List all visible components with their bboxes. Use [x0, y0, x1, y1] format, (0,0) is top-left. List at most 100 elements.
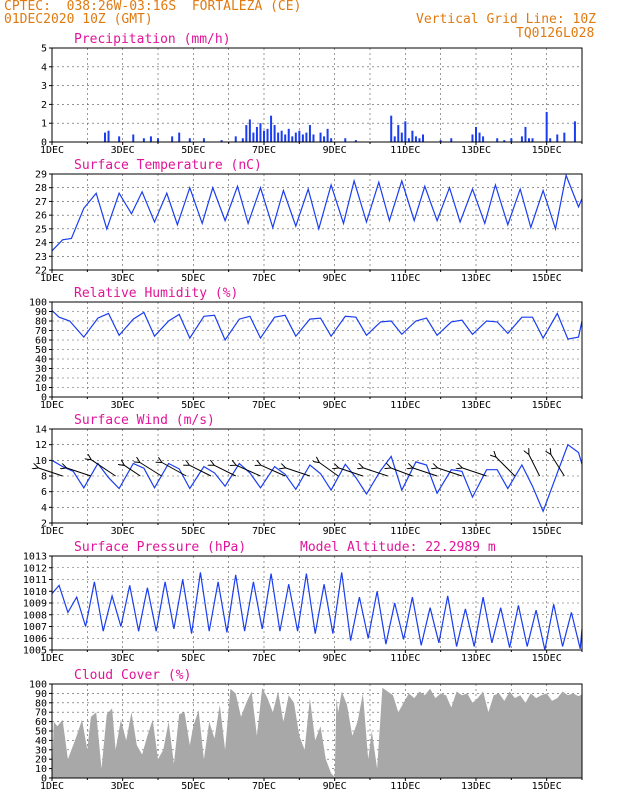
- precip-bar: [390, 115, 393, 142]
- precip-bar: [149, 136, 152, 142]
- y-tick-label: 3: [41, 81, 47, 92]
- cloud-cover-area: [52, 687, 582, 778]
- panel-0: [49, 47, 583, 145]
- x-tick-label: 11DEC: [390, 653, 420, 664]
- y-tick-label: 0: [41, 138, 47, 149]
- y-tick-label: 20: [35, 755, 47, 766]
- wind-arrow: [260, 465, 286, 477]
- precip-bar: [248, 119, 251, 142]
- x-tick-label: 5DEC: [181, 653, 205, 664]
- x-tick-label: 13DEC: [461, 145, 491, 156]
- precip-bar: [312, 134, 315, 142]
- precip-bar: [414, 136, 417, 142]
- wind-arrow: [161, 462, 187, 477]
- precip-bar: [478, 132, 481, 142]
- precip-bar: [298, 130, 301, 142]
- y-tick-label: 1007: [23, 622, 47, 633]
- wind-arrow: [124, 465, 141, 477]
- precip-bar: [118, 136, 121, 142]
- x-tick-label: 15DEC: [532, 653, 562, 664]
- x-tick-label: 7DEC: [252, 145, 276, 156]
- y-tick-label: 6: [41, 487, 47, 498]
- precip-bar: [220, 140, 223, 142]
- x-tick-label: 9DEC: [323, 781, 347, 792]
- x-tick-label: 7DEC: [252, 781, 276, 792]
- y-tick-label: 1011: [23, 575, 47, 586]
- x-tick-label: 7DEC: [252, 653, 276, 664]
- y-tick-label: 1006: [23, 634, 47, 645]
- panel-title: Cloud Cover (%): [74, 668, 191, 683]
- precip-bar: [475, 126, 477, 142]
- y-tick-label: 50: [35, 727, 47, 738]
- precip-bar: [496, 138, 499, 142]
- precip-bar: [418, 138, 421, 142]
- precip-bar: [397, 125, 400, 142]
- y-tick-label: 100: [29, 298, 47, 309]
- precip-bar: [503, 140, 506, 142]
- panel-4: [49, 555, 583, 653]
- wind-arrow: [495, 456, 516, 477]
- y-tick-label: 4: [41, 62, 47, 73]
- precip-bar: [259, 123, 262, 142]
- y-tick-label: 70: [35, 708, 47, 719]
- x-tick-label: 9DEC: [323, 273, 347, 284]
- wind-arrow: [37, 468, 63, 477]
- y-tick-label: 29: [35, 170, 47, 181]
- x-tick-label: 15DEC: [532, 526, 562, 537]
- precip-bar: [270, 115, 273, 142]
- precip-bar: [255, 126, 258, 142]
- header-run-time: 01DEC2020 10Z (GMT): [4, 12, 153, 27]
- precip-bar: [132, 134, 135, 142]
- y-tick-label: 20: [35, 374, 47, 385]
- wind-arrow: [189, 465, 212, 477]
- x-tick-label: 13DEC: [461, 781, 491, 792]
- y-tick-label: 70: [35, 326, 47, 337]
- panel-5: [49, 683, 583, 781]
- y-tick-label: 26: [35, 211, 47, 222]
- precip-bar: [407, 138, 410, 142]
- precip-bar: [545, 111, 548, 142]
- precip-bar: [326, 128, 329, 142]
- x-tick-label: 3DEC: [111, 145, 135, 156]
- y-tick-label: 10: [35, 383, 47, 394]
- precip-bar: [400, 132, 403, 142]
- precip-bar: [294, 132, 297, 142]
- x-tick-label: 15DEC: [532, 400, 562, 411]
- y-tick-label: 60: [35, 336, 47, 347]
- x-tick-label: 7DEC: [252, 273, 276, 284]
- y-tick-label: 0: [41, 393, 47, 404]
- precip-bar: [202, 138, 205, 142]
- x-tick-label: 11DEC: [390, 145, 420, 156]
- y-tick-label: 60: [35, 717, 47, 728]
- precip-bar: [291, 136, 294, 142]
- precip-bar: [178, 132, 181, 142]
- y-tick-label: 1008: [23, 610, 47, 621]
- y-tick-label: 1012: [23, 563, 47, 574]
- header-model: TQ0126L028: [516, 26, 595, 41]
- precip-bar: [157, 138, 159, 142]
- x-tick-label: 13DEC: [461, 400, 491, 411]
- series-line: [51, 572, 583, 651]
- y-tick-label: 1010: [23, 587, 47, 598]
- panel-title: Relative Humidity (%): [74, 286, 238, 301]
- x-tick-label: 1DEC: [40, 145, 64, 156]
- panel-annotation: Model Altitude: 22.2989 m: [300, 540, 496, 555]
- y-tick-label: 2: [41, 100, 47, 111]
- wind-arrow: [66, 468, 92, 477]
- wind-arrow: [362, 468, 388, 477]
- x-tick-label: 1DEC: [40, 273, 64, 284]
- header-station: CPTEC: 038:26W-03:16S FORTALEZA (CE): [4, 0, 302, 14]
- x-tick-label: 15DEC: [532, 145, 562, 156]
- y-tick-label: 27: [35, 197, 47, 208]
- x-tick-label: 9DEC: [323, 145, 347, 156]
- x-tick-label: 9DEC: [323, 400, 347, 411]
- x-tick-label: 15DEC: [532, 781, 562, 792]
- y-tick-label: 1009: [23, 599, 47, 610]
- precip-bar: [404, 121, 407, 142]
- precip-bar: [422, 134, 424, 142]
- plot-frame: [51, 683, 583, 779]
- x-tick-label: 3DEC: [111, 526, 135, 537]
- panel-2: [49, 301, 583, 400]
- x-tick-label: 11DEC: [390, 273, 420, 284]
